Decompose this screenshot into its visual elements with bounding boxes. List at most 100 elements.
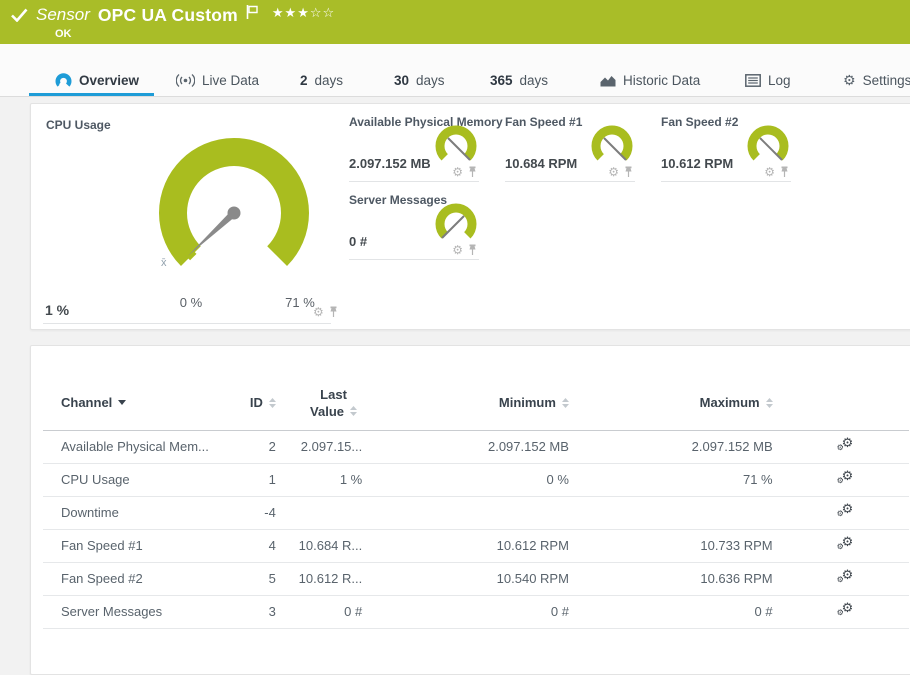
pin-icon[interactable] bbox=[468, 244, 477, 256]
channel-name-cell: CPU Usage bbox=[43, 463, 239, 497]
gauge-value: 10.612 RPM bbox=[661, 156, 734, 171]
table-row: CPU Usage 1 1 % 0 % 71 % ⚙ ⚙ bbox=[43, 463, 909, 497]
last-value-cell: 2.097.15... bbox=[289, 430, 378, 464]
minimum-cell: 0 % bbox=[377, 463, 583, 497]
gauge-title: Available Physical Memory bbox=[349, 115, 503, 129]
tab-live-data[interactable]: Live Data bbox=[176, 73, 259, 88]
maximum-cell: 71 % bbox=[582, 463, 789, 497]
channel-settings-icon[interactable]: ⚙ ⚙ bbox=[836, 469, 854, 485]
channel-id-cell: 4 bbox=[238, 529, 290, 563]
minimum-cell: 2.097.152 MB bbox=[377, 430, 583, 464]
channel-name-cell: Downtime bbox=[43, 496, 239, 530]
channel-settings-icon[interactable]: ⚙ ⚙ bbox=[836, 568, 854, 584]
last-value-cell: 0 # bbox=[289, 595, 378, 629]
column-label: Minimum bbox=[498, 395, 556, 411]
sort-icon bbox=[268, 397, 276, 408]
last-value-cell: 10.684 R... bbox=[289, 529, 378, 563]
gauge-value: 0 # bbox=[349, 234, 368, 249]
pin-icon[interactable] bbox=[780, 166, 789, 178]
mini-gauge-dial bbox=[435, 125, 477, 161]
tab-label: days bbox=[519, 73, 549, 88]
channel-gear-icon[interactable]: ⚙ bbox=[313, 305, 324, 319]
channel-settings-icon[interactable]: ⚙ ⚙ bbox=[836, 535, 854, 551]
gauge-title: Fan Speed #1 bbox=[505, 115, 583, 129]
gauge-value: 2.097.152 MB bbox=[349, 156, 431, 171]
gauges-panel: CPU Usage x̄ 0 % 71 % 1 % ⚙ Available Ph… bbox=[30, 103, 910, 330]
last-value-cell bbox=[289, 496, 378, 530]
gauge-needle bbox=[603, 137, 627, 161]
live-signal-icon bbox=[176, 74, 195, 87]
tab-number: 365 bbox=[490, 73, 513, 88]
pin-icon[interactable] bbox=[468, 166, 477, 178]
sort-icon bbox=[561, 397, 569, 408]
gauge-value: 10.684 RPM bbox=[505, 156, 578, 171]
column-header-id[interactable]: ID bbox=[238, 376, 290, 431]
ok-check-icon bbox=[11, 8, 28, 22]
table-row: Available Physical Mem... 2 2.097.15... … bbox=[43, 430, 909, 464]
cpu-gauge-dial bbox=[159, 138, 309, 267]
channel-gear-icon[interactable]: ⚙ bbox=[764, 165, 775, 179]
table-header-row: Channel ID Last Value Minimum Maxi bbox=[43, 376, 909, 431]
minimum-cell: 0 # bbox=[377, 595, 583, 629]
column-header-maximum[interactable]: Maximum bbox=[582, 376, 789, 431]
tab-label: Log bbox=[768, 73, 791, 88]
divider bbox=[43, 323, 331, 324]
minimum-cell: 10.612 RPM bbox=[377, 529, 583, 563]
priority-star-rating[interactable]: ★★★☆☆ bbox=[271, 5, 336, 21]
table-row: Fan Speed #1 4 10.684 R... 10.612 RPM 10… bbox=[43, 529, 909, 563]
maximum-cell: 0 # bbox=[582, 595, 789, 629]
sort-icon bbox=[350, 406, 358, 417]
last-value-cell: 10.612 R... bbox=[289, 562, 378, 596]
status-badge: OK bbox=[55, 28, 72, 40]
tab-number: 30 bbox=[394, 73, 410, 88]
gauge-needle-pivot bbox=[227, 206, 241, 220]
last-value-cell: 1 % bbox=[289, 463, 378, 497]
column-header-minimum[interactable]: Minimum bbox=[377, 376, 583, 431]
gauge-title: Server Messages bbox=[349, 193, 448, 207]
channel-settings-icon[interactable]: ⚙ ⚙ bbox=[836, 502, 854, 518]
column-label: Maximum bbox=[699, 395, 760, 411]
gauge-title: Fan Speed #2 bbox=[661, 115, 739, 129]
tab-2-days[interactable]: 2 days bbox=[300, 73, 343, 88]
pin-icon[interactable] bbox=[329, 306, 338, 318]
minimum-cell bbox=[377, 496, 583, 530]
column-label: ID bbox=[249, 395, 263, 411]
channel-gear-icon[interactable]: ⚙ bbox=[608, 165, 619, 179]
active-tab-indicator bbox=[29, 93, 154, 96]
minimum-cell: 10.540 RPM bbox=[377, 562, 583, 596]
gauge-needle bbox=[187, 210, 237, 256]
gauge-cell-fan-speed-2: Fan Speed #2 10.612 RPM ⚙ bbox=[661, 112, 791, 182]
column-label: Value bbox=[310, 403, 345, 419]
mini-gauge-dial bbox=[747, 125, 789, 161]
cpu-gauge-value: 1 % bbox=[45, 302, 70, 318]
tab-label: Historic Data bbox=[623, 73, 701, 88]
channel-name-cell: Available Physical Mem... bbox=[43, 430, 239, 464]
settings-gear-icon: ⚙ bbox=[843, 72, 856, 89]
maximum-cell bbox=[582, 496, 789, 530]
historic-chart-icon bbox=[600, 76, 616, 87]
tab-365-days[interactable]: 365 days bbox=[490, 73, 548, 88]
tab-historic-data[interactable]: Historic Data bbox=[600, 73, 700, 88]
column-header-last-value[interactable]: Last Value bbox=[289, 376, 378, 431]
gauge-cell-fan-speed-1: Fan Speed #1 10.684 RPM ⚙ bbox=[505, 112, 635, 182]
column-header-actions bbox=[788, 376, 909, 431]
channel-id-cell: 2 bbox=[238, 430, 290, 464]
tab-30-days[interactable]: 30 days bbox=[394, 73, 445, 88]
column-header-channel[interactable]: Channel bbox=[43, 376, 239, 431]
tab-label: Overview bbox=[79, 72, 140, 88]
channel-settings-icon[interactable]: ⚙ ⚙ bbox=[836, 436, 854, 452]
tab-label: Settings bbox=[862, 73, 910, 88]
maximum-cell: 10.636 RPM bbox=[582, 562, 789, 596]
tab-label: days bbox=[314, 73, 344, 88]
average-marker-label: x̄ bbox=[161, 257, 167, 269]
gauge-cell-server-messages: Server Messages 0 # ⚙ bbox=[349, 190, 479, 260]
channel-gear-icon[interactable]: ⚙ bbox=[452, 243, 463, 257]
channel-settings-icon[interactable]: ⚙ ⚙ bbox=[836, 601, 854, 617]
tab-overview[interactable]: Overview bbox=[55, 72, 139, 88]
channel-gear-icon[interactable]: ⚙ bbox=[452, 165, 463, 179]
priority-flag-icon[interactable] bbox=[246, 5, 258, 19]
tab-settings[interactable]: ⚙ Settings bbox=[843, 73, 910, 88]
pin-icon[interactable] bbox=[624, 166, 633, 178]
tab-log[interactable]: Log bbox=[745, 73, 791, 88]
channel-id-cell: -4 bbox=[238, 496, 290, 530]
